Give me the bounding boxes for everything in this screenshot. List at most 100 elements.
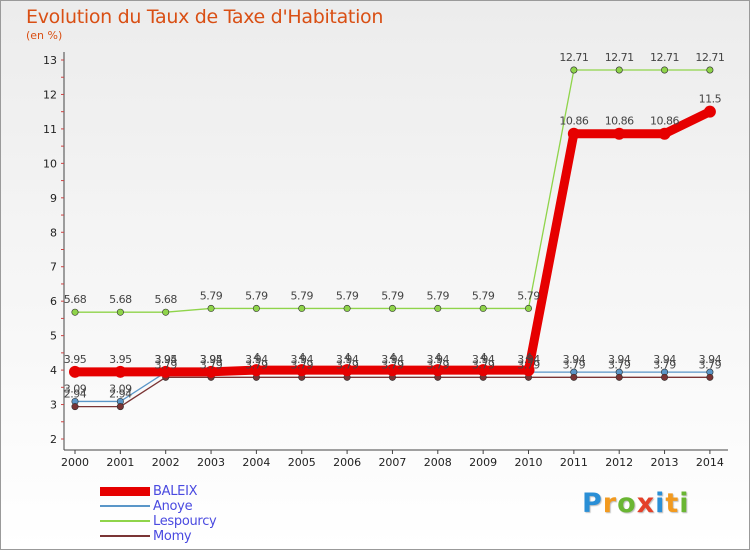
data-label: 3.79 [517,358,540,371]
data-label: 5.79 [291,289,314,302]
data-label: 3.94 [336,353,359,366]
y-tick-label: 8 [50,226,57,239]
data-label: 3.79 [336,358,359,371]
x-tick-label: 2014 [696,456,724,469]
data-label: 5.68 [154,293,177,306]
y-tick-label: 4 [50,364,57,377]
data-point [706,66,714,74]
x-tick-label: 2009 [469,456,497,469]
y-tick-label: 5 [50,330,57,343]
data-label: 3.79 [154,358,177,371]
data-label: 3.09 [109,382,132,395]
chart-subtitle: (en %) [26,29,63,42]
data-label: 4 [525,351,532,364]
data-label: 12.71 [559,51,588,64]
logo-letter: P [582,488,603,519]
data-point [431,364,444,377]
data-point [207,304,215,312]
data-point [703,105,716,118]
data-point [522,364,535,377]
x-axis-ticks: 2000 2001 2002 2003 2004 2005 2006 2007 2008 2009… [61,450,724,469]
data-label: 3.94 [154,353,177,366]
x-tick-label: 2007 [378,456,406,469]
x-tick-label: 2013 [651,456,679,469]
series-line-baleix [75,107,712,377]
data-label: 3.95 [154,353,177,366]
data-label: 11.5 [699,93,722,106]
data-labels: 3.95 3.95 3.95 3.95 4 4 4 4 4 4 4 10.86 10.86 10.86 11… [64,51,725,401]
data-point [341,364,354,377]
data-label: 3.79 [245,358,268,371]
data-point [69,365,81,378]
data-label: 3.79 [200,358,223,371]
data-point [250,364,263,377]
data-label: 12.71 [695,51,724,64]
x-tick-label: 2002 [152,456,180,469]
data-point [661,66,669,74]
x-tick-label: 2011 [560,456,588,469]
data-label: 3.79 [381,358,404,371]
data-label: 5.79 [472,289,495,302]
y-tick-label: 11 [43,123,57,136]
data-label: 3.94 [200,353,223,366]
data-point [343,304,351,312]
data-point [613,127,626,140]
axes [61,52,728,451]
logo-letter: i [655,488,666,519]
chart-title: Evolution du Taux de Taxe d'Habitation [26,6,384,28]
data-label: 12.71 [650,51,679,64]
x-tick-label: 2010 [515,456,543,469]
x-tick-label: 2012 [605,456,633,469]
series-line-momy [75,376,710,408]
data-label: 2.94 [109,388,132,401]
series-momy [71,373,714,411]
x-tick-label: 2003 [197,456,225,469]
series-line-lespourcy [75,69,710,313]
data-label: 3.79 [291,358,314,371]
data-label: 2.94 [64,388,87,401]
data-label: 3.94 [381,353,404,366]
data-label: 4 [435,351,442,364]
y-axis-ticks: 2 3 4 5 6 7 8 9 10 11 12 13 [43,54,57,446]
logo-letter: o [617,488,637,519]
data-label: 3.94 [517,353,540,366]
data-point [615,66,623,74]
y-tick-label: 7 [50,261,57,274]
data-label: 3.95 [200,353,223,366]
data-point [159,365,172,378]
data-label: 5.79 [427,289,450,302]
proxiti-logo: Proxiti [582,488,690,519]
series-baleix [69,105,716,378]
data-label: 4 [389,351,396,364]
data-label: 5.79 [245,289,268,302]
data-point [706,373,714,381]
data-label: 10.86 [605,115,634,128]
series-lespourcy [71,66,714,316]
data-label: 10.86 [559,115,588,128]
data-label: 3.94 [699,353,722,366]
y-tick-label: 3 [50,399,57,412]
logo-letter: x [636,488,656,519]
data-label: 4 [253,351,260,364]
data-label: 3.79 [608,358,631,371]
data-label: 3.79 [472,358,495,371]
data-label: 10.86 [650,115,679,128]
legend-label: BALEIX [153,484,198,499]
x-tick-label: 2008 [424,456,452,469]
data-point [658,127,671,140]
logo-letter: i [679,488,690,519]
x-tick-label: 2001 [106,456,134,469]
data-label: 5.79 [381,289,404,302]
data-label: 5.68 [64,293,87,306]
data-label: 3.79 [563,358,586,371]
data-label: 5.79 [517,289,540,302]
data-label: 4 [299,351,306,364]
data-point [570,373,578,381]
y-tick-label: 10 [43,157,57,170]
data-point [434,304,442,312]
x-tick-label: 2005 [288,456,316,469]
data-label: 3.95 [109,353,132,366]
data-point [386,364,399,377]
y-tick-label: 6 [50,295,57,308]
data-point [116,308,124,316]
